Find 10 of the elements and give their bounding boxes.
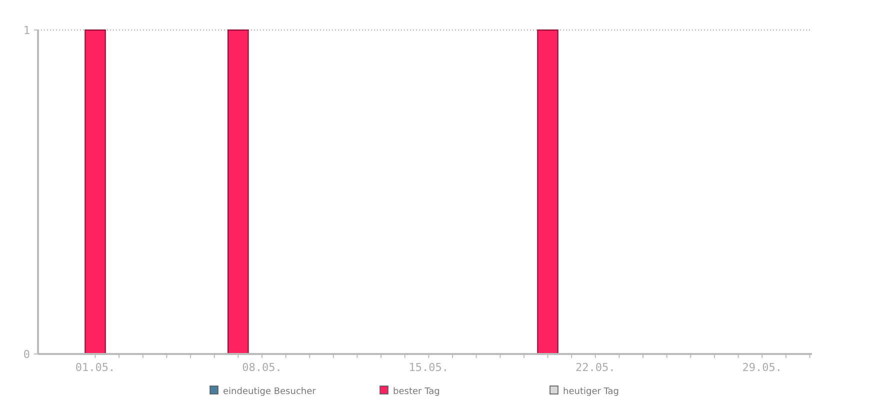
x-tick-label: 01.05. <box>75 361 116 374</box>
legend-label: heutiger Tag <box>563 387 620 397</box>
legend-label: eindeutige Besucher <box>223 387 316 397</box>
x-tick-label: 22.05. <box>576 361 616 374</box>
y-tick-label: 0 <box>23 348 30 361</box>
x-tick-label: 15.05. <box>408 361 449 374</box>
x-tick-label: 29.05. <box>742 361 782 374</box>
legend-label: bester Tag <box>393 387 440 397</box>
y-tick-label: 1 <box>23 24 30 37</box>
x-tick-label: 08.05. <box>242 361 282 374</box>
